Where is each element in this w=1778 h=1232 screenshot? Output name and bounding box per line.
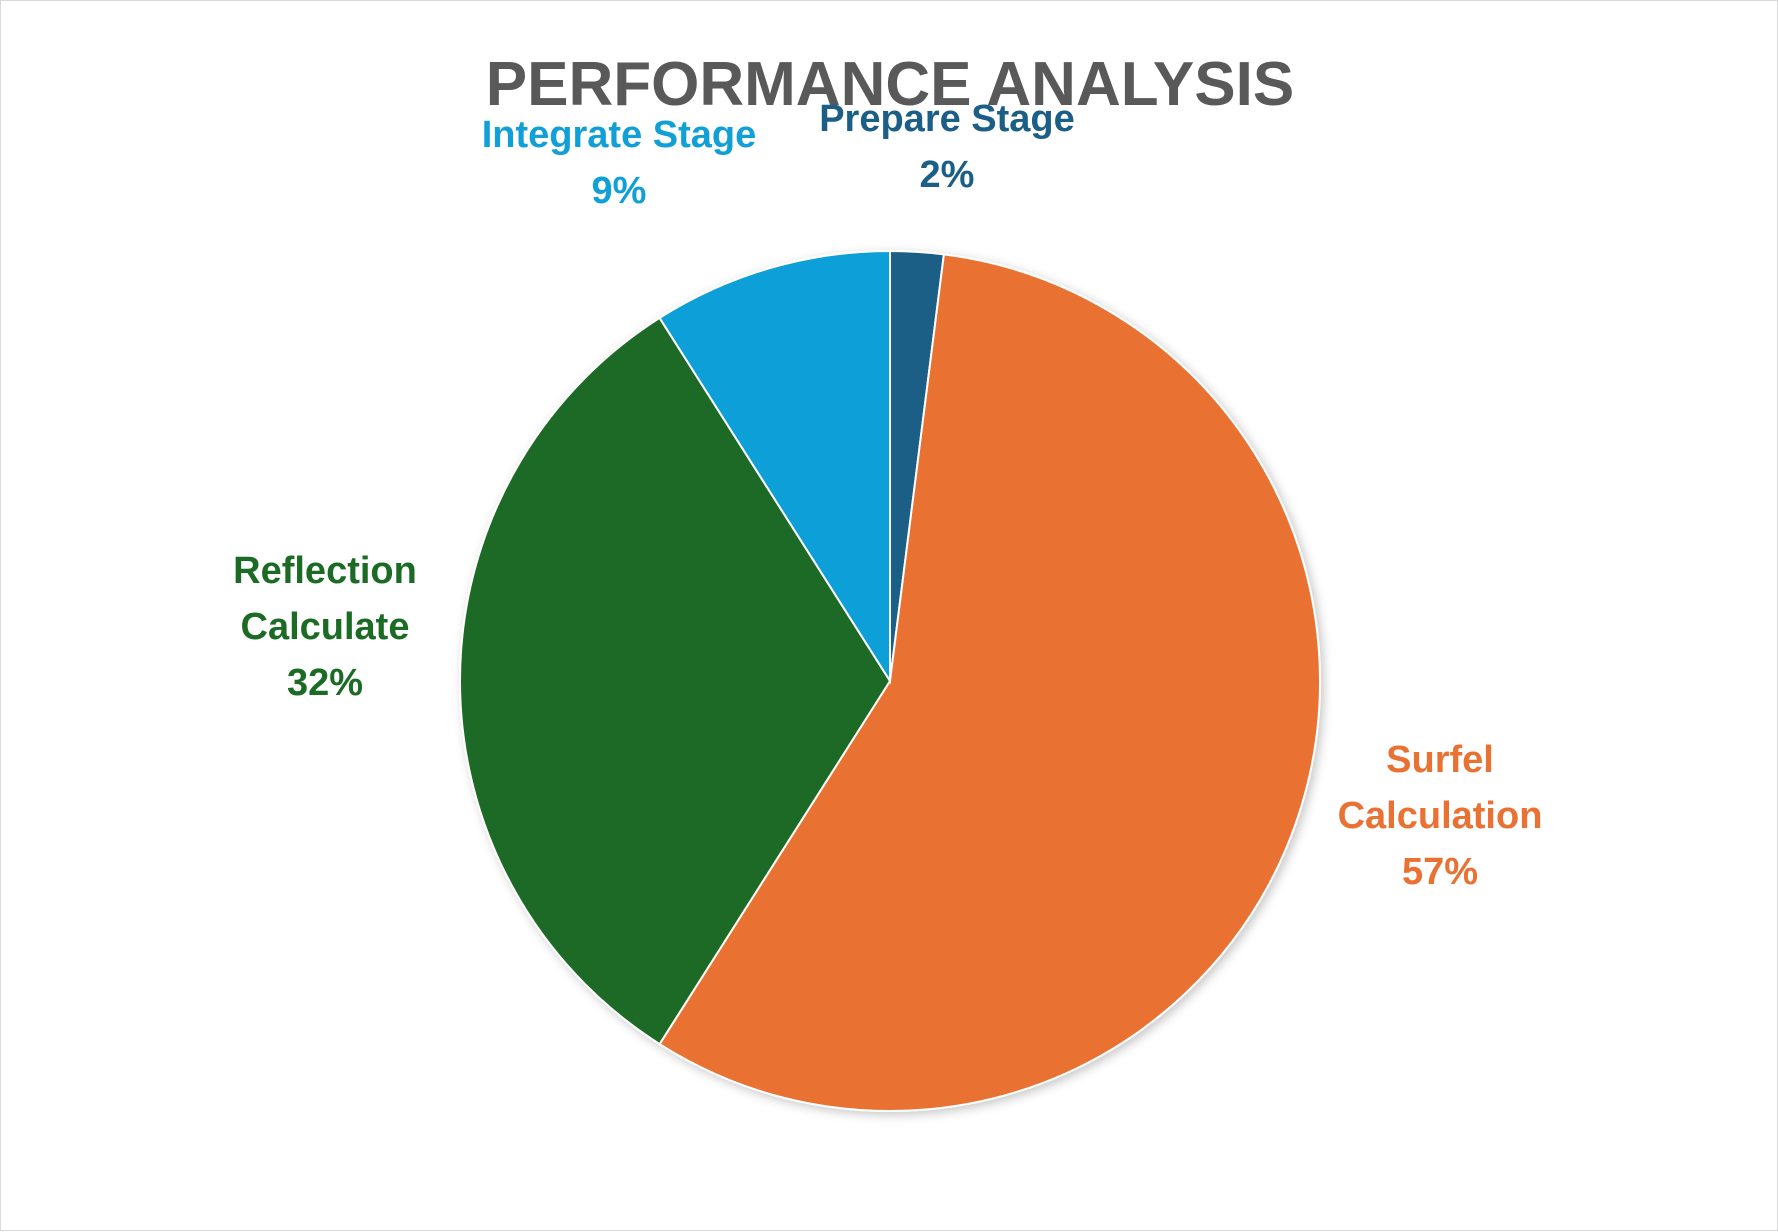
data-label-name: Reflection	[233, 550, 417, 592]
chart-title: PERFORMANCE ANALYSIS	[486, 50, 1294, 119]
data-label-surfel-calculation: Surfel Calculation 57%	[1338, 739, 1543, 893]
pie-slice-integrate-stage[interactable]	[658, 249, 891, 685]
data-label-prepare-stage: Prepare Stage 2%	[819, 98, 1075, 196]
data-label-percent: 57%	[1402, 851, 1478, 893]
data-label-percent: 32%	[287, 662, 363, 704]
data-label-percent: 9%	[592, 170, 647, 212]
data-label-name: Calculate	[241, 606, 410, 648]
data-label-integrate-stage: Integrate Stage 9%	[482, 114, 757, 212]
data-label-name: Integrate Stage	[482, 114, 757, 156]
data-label-name: Calculation	[1338, 795, 1543, 837]
data-label-name: Prepare Stage	[819, 98, 1075, 140]
pie-slice-reflection-calculate[interactable]	[459, 316, 892, 1046]
data-label-reflection-calculate: Reflection Calculate 32%	[233, 550, 417, 704]
data-label-name: Surfel	[1386, 739, 1494, 781]
data-label-percent: 2%	[920, 154, 975, 196]
pie-slices	[459, 249, 1321, 1112]
pie-data-labels: Prepare Stage 2% Surfel Calculation 57% Refle…	[233, 98, 1542, 893]
pie-slice-surfel-calculation[interactable]	[658, 253, 1321, 1112]
